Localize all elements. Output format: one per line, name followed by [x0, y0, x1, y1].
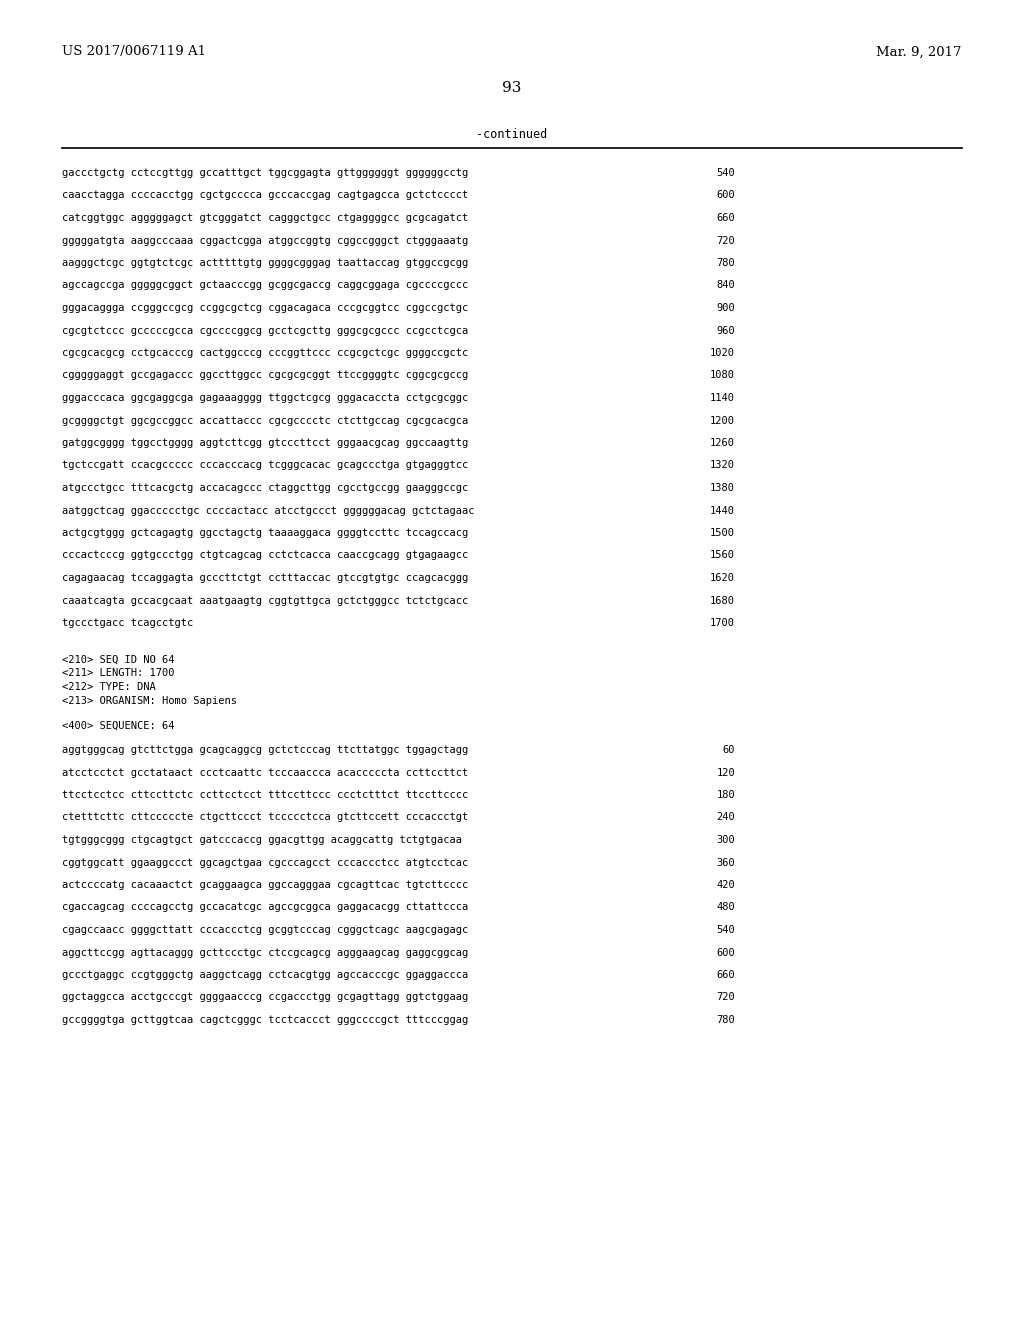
Text: 960: 960	[716, 326, 735, 335]
Text: 1380: 1380	[710, 483, 735, 492]
Text: ttcctcctcc cttccttctc ccttcctcct tttccttccc ccctctttct ttccttcccc: ttcctcctcc cttccttctc ccttcctcct tttcctt…	[62, 789, 468, 800]
Text: cgaccagcag ccccagcctg gccacatcgc agccgcggca gaggacacgg cttattccca: cgaccagcag ccccagcctg gccacatcgc agccgcg…	[62, 903, 468, 912]
Text: <211> LENGTH: 1700: <211> LENGTH: 1700	[62, 668, 174, 678]
Text: <213> ORGANISM: Homo Sapiens: <213> ORGANISM: Homo Sapiens	[62, 697, 237, 706]
Text: 660: 660	[716, 970, 735, 979]
Text: 540: 540	[716, 168, 735, 178]
Text: Mar. 9, 2017: Mar. 9, 2017	[877, 45, 962, 58]
Text: gcggggctgt ggcgccggcc accattaccc cgcgcccctc ctcttgccag cgcgcacgca: gcggggctgt ggcgccggcc accattaccc cgcgccc…	[62, 416, 468, 425]
Text: agccagccga gggggcggct gctaacccgg gcggcgaccg caggcggaga cgccccgccc: agccagccga gggggcggct gctaacccgg gcggcga…	[62, 281, 468, 290]
Text: gggggatgta aaggcccaaa cggactcgga atggccggtg cggccgggct ctgggaaatg: gggggatgta aaggcccaaa cggactcgga atggccg…	[62, 235, 468, 246]
Text: tgccctgacc tcagcctgtc: tgccctgacc tcagcctgtc	[62, 618, 194, 628]
Text: gccctgaggc ccgtgggctg aaggctcagg cctcacgtgg agccacccgc ggaggaccca: gccctgaggc ccgtgggctg aaggctcagg cctcacg…	[62, 970, 468, 979]
Text: tgtgggcggg ctgcagtgct gatcccaccg ggacgttgg acaggcattg tctgtgacaa: tgtgggcggg ctgcagtgct gatcccaccg ggacgtt…	[62, 836, 462, 845]
Text: <400> SEQUENCE: 64: <400> SEQUENCE: 64	[62, 721, 174, 730]
Text: 1680: 1680	[710, 595, 735, 606]
Text: <210> SEQ ID NO 64: <210> SEQ ID NO 64	[62, 655, 174, 664]
Text: 600: 600	[716, 948, 735, 957]
Text: atgccctgcc tttcacgctg accacagccc ctaggcttgg cgcctgccgg gaagggccgc: atgccctgcc tttcacgctg accacagccc ctaggct…	[62, 483, 468, 492]
Text: 93: 93	[503, 81, 521, 95]
Text: 420: 420	[716, 880, 735, 890]
Text: aggcttccgg agttacaggg gcttccctgc ctccgcagcg agggaagcag gaggcggcag: aggcttccgg agttacaggg gcttccctgc ctccgca…	[62, 948, 468, 957]
Text: 720: 720	[716, 993, 735, 1002]
Text: atcctcctct gcctataact ccctcaattc tcccaaccca acacccccta ccttccttct: atcctcctct gcctataact ccctcaattc tcccaac…	[62, 767, 468, 777]
Text: ggctaggcca acctgcccgt ggggaacccg ccgaccctgg gcgagttagg ggtctggaag: ggctaggcca acctgcccgt ggggaacccg ccgaccc…	[62, 993, 468, 1002]
Text: gggacccaca ggcgaggcga gagaaagggg ttggctcgcg gggacaccta cctgcgcggc: gggacccaca ggcgaggcga gagaaagggg ttggctc…	[62, 393, 468, 403]
Text: catcggtggc agggggagct gtcgggatct cagggctgcc ctgaggggcc gcgcagatct: catcggtggc agggggagct gtcgggatct cagggct…	[62, 213, 468, 223]
Text: 540: 540	[716, 925, 735, 935]
Text: 600: 600	[716, 190, 735, 201]
Text: 1700: 1700	[710, 618, 735, 628]
Text: 660: 660	[716, 213, 735, 223]
Text: 60: 60	[723, 744, 735, 755]
Text: aagggctcgc ggtgtctcgc actttttgtg ggggcgggag taattaccag gtggccgcgg: aagggctcgc ggtgtctcgc actttttgtg ggggcgg…	[62, 257, 468, 268]
Text: 360: 360	[716, 858, 735, 867]
Text: 1320: 1320	[710, 461, 735, 470]
Text: cggtggcatt ggaaggccct ggcagctgaa cgcccagcct cccaccctcc atgtcctcac: cggtggcatt ggaaggccct ggcagctgaa cgcccag…	[62, 858, 468, 867]
Text: 1080: 1080	[710, 371, 735, 380]
Text: actgcgtggg gctcagagtg ggcctagctg taaaaggaca ggggtccttc tccagccacg: actgcgtggg gctcagagtg ggcctagctg taaaagg…	[62, 528, 468, 539]
Text: caacctagga ccccacctgg cgctgcccca gcccaccgag cagtgagcca gctctcccct: caacctagga ccccacctgg cgctgcccca gcccacc…	[62, 190, 468, 201]
Text: cgggggaggt gccgagaccc ggccttggcc cgcgcgcggt ttccggggtc cggcgcgccg: cgggggaggt gccgagaccc ggccttggcc cgcgcgc…	[62, 371, 468, 380]
Text: 1500: 1500	[710, 528, 735, 539]
Text: 780: 780	[716, 257, 735, 268]
Text: cgcgtctccc gcccccgcca cgccccggcg gcctcgcttg gggcgcgccc ccgcctcgca: cgcgtctccc gcccccgcca cgccccggcg gcctcgc…	[62, 326, 468, 335]
Text: 1620: 1620	[710, 573, 735, 583]
Text: <212> TYPE: DNA: <212> TYPE: DNA	[62, 682, 156, 693]
Text: -continued: -continued	[476, 128, 548, 141]
Text: aggtgggcag gtcttctgga gcagcaggcg gctctcccag ttcttatggc tggagctagg: aggtgggcag gtcttctgga gcagcaggcg gctctcc…	[62, 744, 468, 755]
Text: gatggcgggg tggcctgggg aggtcttcgg gtcccttcct gggaacgcag ggccaagttg: gatggcgggg tggcctgggg aggtcttcgg gtccctt…	[62, 438, 468, 447]
Text: 1020: 1020	[710, 348, 735, 358]
Text: tgctccgatt ccacgccccc cccacccacg tcgggcacac gcagccctga gtgagggtcc: tgctccgatt ccacgccccc cccacccacg tcgggca…	[62, 461, 468, 470]
Text: cgagccaacc ggggcttatt cccaccctcg gcggtcccag cgggctcagc aagcgagagc: cgagccaacc ggggcttatt cccaccctcg gcggtcc…	[62, 925, 468, 935]
Text: 1140: 1140	[710, 393, 735, 403]
Text: cagagaacag tccaggagta gcccttctgt cctttaccac gtccgtgtgc ccagcacggg: cagagaacag tccaggagta gcccttctgt cctttac…	[62, 573, 468, 583]
Text: 840: 840	[716, 281, 735, 290]
Text: caaatcagta gccacgcaat aaatgaagtg cggtgttgca gctctgggcc tctctgcacc: caaatcagta gccacgcaat aaatgaagtg cggtgtt…	[62, 595, 468, 606]
Text: 780: 780	[716, 1015, 735, 1026]
Text: gccggggtga gcttggtcaa cagctcgggc tcctcaccct gggccccgct tttcccggag: gccggggtga gcttggtcaa cagctcgggc tcctcac…	[62, 1015, 468, 1026]
Text: aatggctcag ggaccccctgc ccccactacc atcctgccct ggggggacag gctctagaac: aatggctcag ggaccccctgc ccccactacc atcctg…	[62, 506, 474, 516]
Text: 120: 120	[716, 767, 735, 777]
Text: 180: 180	[716, 789, 735, 800]
Text: 1260: 1260	[710, 438, 735, 447]
Text: cccactcccg ggtgccctgg ctgtcagcag cctctcacca caaccgcagg gtgagaagcc: cccactcccg ggtgccctgg ctgtcagcag cctctca…	[62, 550, 468, 561]
Text: cgcgcacgcg cctgcacccg cactggcccg cccggttccc ccgcgctcgc ggggccgctc: cgcgcacgcg cctgcacccg cactggcccg cccggtt…	[62, 348, 468, 358]
Text: actccccatg cacaaactct gcaggaagca ggccagggaa cgcagttcac tgtcttcccc: actccccatg cacaaactct gcaggaagca ggccagg…	[62, 880, 468, 890]
Text: 480: 480	[716, 903, 735, 912]
Text: 300: 300	[716, 836, 735, 845]
Text: gggacaggga ccgggccgcg ccggcgctcg cggacagaca cccgcggtcc cggccgctgc: gggacaggga ccgggccgcg ccggcgctcg cggacag…	[62, 304, 468, 313]
Text: 240: 240	[716, 813, 735, 822]
Text: ctetttcttc cttcccccte ctgcttccct tccccctcca gtcttccett cccaccctgt: ctetttcttc cttcccccte ctgcttccct tccccct…	[62, 813, 468, 822]
Text: US 2017/0067119 A1: US 2017/0067119 A1	[62, 45, 206, 58]
Text: 1200: 1200	[710, 416, 735, 425]
Text: 1440: 1440	[710, 506, 735, 516]
Text: 1560: 1560	[710, 550, 735, 561]
Text: gaccctgctg cctccgttgg gccatttgct tggcggagta gttggggggt ggggggcctg: gaccctgctg cctccgttgg gccatttgct tggcgga…	[62, 168, 468, 178]
Text: 720: 720	[716, 235, 735, 246]
Text: 900: 900	[716, 304, 735, 313]
